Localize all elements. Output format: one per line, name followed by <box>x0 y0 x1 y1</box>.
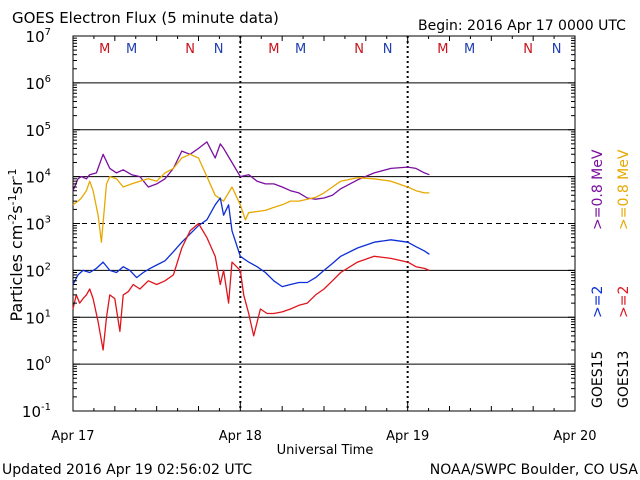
chart-title: GOES Electron Flux (5 minute data) <box>12 9 279 27</box>
y-tick-label: 104 <box>26 168 51 187</box>
y-tick-exponent: 3 <box>45 215 51 226</box>
y-tick-label: 103 <box>26 215 51 234</box>
mn-marker: M <box>268 42 279 57</box>
x-tick-label: Apr 17 <box>51 429 94 444</box>
mn-marker: M <box>295 42 306 57</box>
mn-marker: N <box>214 42 224 57</box>
y-tick-exponent: 4 <box>45 168 51 179</box>
mn-marker: M <box>437 42 448 57</box>
y-tick-exponent: 1 <box>45 308 51 319</box>
y-tick-label: 100 <box>26 355 51 374</box>
mn-marker: N <box>383 42 393 57</box>
mn-marker: N <box>552 42 562 57</box>
mn-marker: N <box>185 42 195 57</box>
y-axis-label: Particles cm-2s-1sr-1 <box>6 168 26 321</box>
y-tick-exponent: 0 <box>45 355 51 366</box>
legend-satellite: GOES15 <box>590 351 606 408</box>
mn-marker: M <box>464 42 475 57</box>
series-lines <box>72 141 430 351</box>
credit: NOAA/SWPC Boulder, CO USA <box>430 462 639 478</box>
y-tick-label: 10-1 <box>22 402 51 421</box>
x-tick-label: Apr 19 <box>386 429 429 444</box>
mn-marker: M <box>99 42 110 57</box>
legend: GOES15 >=2 >=0.8 MeV GOES13 >=2 >=0.8 MeV <box>590 149 632 408</box>
y-tick-exponent: -1 <box>41 402 51 413</box>
y-tick-label: 102 <box>26 261 51 280</box>
y-tick-exponent: 5 <box>45 121 51 132</box>
series-line <box>72 222 430 351</box>
x-tick-label: Apr 20 <box>553 429 596 444</box>
begin-time: Begin: 2016 Apr 17 0000 UTC <box>418 18 626 34</box>
legend-row: GOES15 >=2 >=0.8 MeV <box>590 149 606 408</box>
legend-row: GOES13 >=2 >=0.8 MeV <box>616 149 632 408</box>
mn-marker: M <box>126 42 137 57</box>
y-tick-exponent: 7 <box>45 27 51 38</box>
y-tick-label: 107 <box>26 27 51 46</box>
legend-satellite: GOES13 <box>616 351 632 408</box>
legend-ge08: >=0.8 MeV <box>590 149 606 230</box>
x-axis-ticks: Apr 17 Apr 18 Apr 19 Apr 20 <box>51 36 597 444</box>
mn-marker: N <box>523 42 533 57</box>
legend-ge08: >=0.8 MeV <box>616 149 632 230</box>
y-tick-label: 101 <box>26 308 51 327</box>
y-tick-label: 106 <box>26 74 51 93</box>
legend-ge2: >=2 <box>616 286 632 318</box>
x-tick-label: Apr 18 <box>219 429 262 444</box>
y-tick-label: 105 <box>26 121 51 140</box>
y-tick-exponent: 6 <box>45 74 51 85</box>
legend-ge2: >=2 <box>590 286 606 318</box>
series-line <box>72 197 430 288</box>
series-line <box>72 141 430 200</box>
gridlines <box>73 82 575 365</box>
y-tick-exponent: 2 <box>45 261 51 272</box>
x-axis-label: Universal Time <box>277 443 374 458</box>
updated-time: Updated 2016 Apr 19 02:56:02 UTC <box>2 462 252 478</box>
mn-marker: N <box>354 42 364 57</box>
